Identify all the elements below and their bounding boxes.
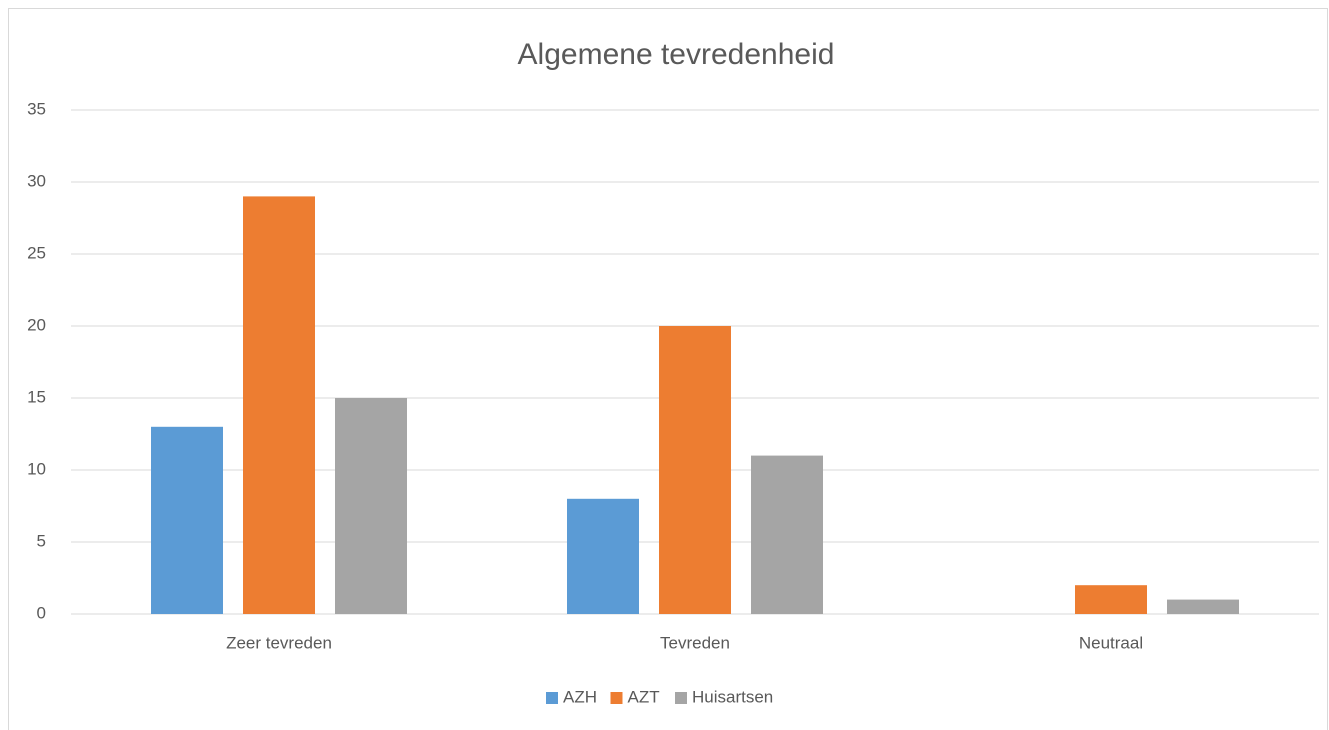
legend-label: AZT (628, 687, 660, 706)
x-tick-label: Tevreden (660, 633, 730, 652)
legend-swatch (675, 692, 687, 704)
legend-swatch (546, 692, 558, 704)
y-tick-label: 35 (27, 99, 46, 118)
y-tick-label: 25 (27, 243, 46, 262)
bar (1075, 585, 1147, 614)
bar (1167, 599, 1239, 614)
y-tick-label: 10 (27, 459, 46, 478)
legend-label: AZH (563, 687, 597, 706)
bar (335, 398, 407, 614)
bar (751, 455, 823, 614)
bar (151, 426, 223, 614)
legend-label: Huisartsen (692, 687, 773, 706)
bar (567, 498, 639, 614)
y-tick-label: 15 (27, 387, 46, 406)
bar (659, 326, 731, 614)
y-tick-label: 5 (37, 531, 46, 550)
x-tick-label: Zeer tevreden (226, 633, 332, 652)
chart-title: Algemene tevredenheid (518, 38, 835, 71)
x-tick-label: Neutraal (1079, 633, 1143, 652)
y-tick-label: 20 (27, 315, 46, 334)
y-tick-label: 0 (37, 603, 46, 622)
bar (243, 196, 315, 614)
y-tick-label: 30 (27, 171, 46, 190)
legend-swatch (610, 692, 623, 704)
